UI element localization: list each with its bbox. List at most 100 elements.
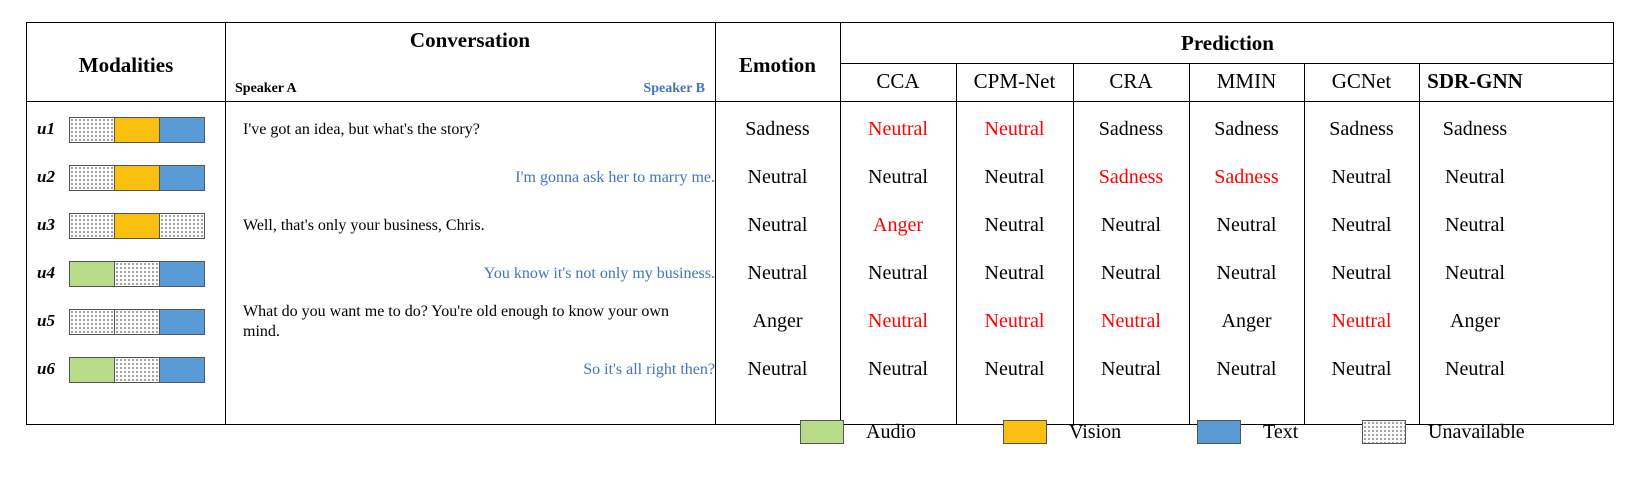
prediction-cell: Neutral <box>984 118 1045 140</box>
column-divider <box>1073 63 1074 424</box>
utterance-id: u5 <box>37 311 55 330</box>
prediction-cell: Neutral <box>1101 262 1161 284</box>
utterance-text: So it's all right then? <box>583 361 715 378</box>
figure-table: Modalities Conversation Speaker A Speake… <box>26 22 1614 425</box>
column-divider <box>225 23 226 424</box>
column-divider <box>1189 63 1190 424</box>
method-header-sdr-gnn: SDR-GNN <box>1427 69 1523 93</box>
text-segment <box>160 118 204 142</box>
prediction-cell: Neutral <box>1445 358 1505 380</box>
prediction-cell: Sadness <box>1098 118 1164 140</box>
method-header-cpm-net: CPM-Net <box>973 69 1056 93</box>
prediction-cell: Neutral <box>1445 262 1505 284</box>
text-segment <box>160 166 204 190</box>
prediction-cell: Neutral <box>1331 262 1392 284</box>
emotion-cell: Neutral <box>747 166 808 188</box>
text-legend-label: Text <box>1263 421 1299 443</box>
utterance-id: u1 <box>37 119 55 138</box>
utterance-text: Well, that's only your business, Chris. <box>243 217 485 234</box>
prediction-cell: Neutral <box>1331 310 1392 332</box>
unavailable-segment <box>70 118 115 142</box>
method-header-cca: CCA <box>876 69 920 93</box>
prediction-cell: Neutral <box>1101 358 1161 380</box>
emotion-cell: Neutral <box>747 262 808 284</box>
prediction-cell: Neutral <box>868 118 928 140</box>
prediction-cell: Neutral <box>1216 214 1277 236</box>
prediction-cell: Neutral <box>1331 166 1392 188</box>
prediction-cell: Neutral <box>1331 358 1392 380</box>
unavailable-segment <box>70 310 115 334</box>
prediction-cell: Sadness <box>1442 118 1508 140</box>
prediction-cell: Neutral <box>984 214 1045 236</box>
modality-bar <box>69 213 205 239</box>
prediction-cell: Neutral <box>1216 262 1277 284</box>
emotion-cell: Neutral <box>747 358 808 380</box>
unavailable-segment <box>70 166 115 190</box>
utterance-text: What do you want me to do? You're old en… <box>243 303 669 340</box>
vision-legend-label: Vision <box>1069 421 1122 443</box>
prediction-cell: Neutral <box>868 310 928 332</box>
vision-legend-swatch <box>1003 420 1047 444</box>
column-divider <box>1419 63 1420 424</box>
unavailable-segment <box>115 358 160 382</box>
prediction-cell: Neutral <box>1216 358 1277 380</box>
prediction-cell: Sadness <box>1214 118 1279 140</box>
unavailable-segment <box>115 310 160 334</box>
vision-segment <box>115 118 160 142</box>
column-divider <box>840 23 841 424</box>
text-segment <box>160 262 204 286</box>
modality-bar <box>69 309 205 335</box>
text-segment <box>160 310 204 334</box>
modalities-header: Modalities <box>78 53 174 77</box>
header-divider <box>27 101 1613 102</box>
method-header-cra: CRA <box>1109 69 1153 93</box>
modality-bar <box>69 357 205 383</box>
prediction-cell: Sadness <box>1329 118 1394 140</box>
prediction-cell: Neutral <box>868 262 928 284</box>
prediction-cell: Neutral <box>868 166 928 188</box>
utterance-id: u6 <box>37 359 55 378</box>
utterance-id: u3 <box>37 215 55 234</box>
emotion-cell: Sadness <box>745 118 810 140</box>
conversation-header: Conversation <box>409 28 531 52</box>
prediction-cell: Neutral <box>1331 214 1392 236</box>
column-divider <box>956 63 957 424</box>
emotion-cell: Anger <box>752 310 803 332</box>
prediction-cell: Neutral <box>1101 310 1161 332</box>
speaker-b-label: Speaker B <box>643 81 705 96</box>
speaker-a-label: Speaker A <box>235 81 297 96</box>
vision-segment <box>115 166 160 190</box>
text-segment <box>160 358 204 382</box>
prediction-cell: Neutral <box>984 166 1045 188</box>
audio-legend-label: Audio <box>866 421 916 443</box>
audio-segment <box>70 358 115 382</box>
prediction-cell: Anger <box>1450 310 1500 332</box>
unavailable-legend-swatch <box>1362 420 1406 444</box>
prediction-cell: Anger <box>1221 310 1272 332</box>
utterance-text: You know it's not only my business. <box>483 265 715 282</box>
prediction-cell: Neutral <box>984 358 1045 380</box>
column-divider <box>1304 63 1305 424</box>
prediction-cell: Neutral <box>868 358 928 380</box>
text-legend-swatch <box>1197 420 1241 444</box>
modality-bar <box>69 165 205 191</box>
modality-bar <box>69 117 205 143</box>
prediction-cell: Neutral <box>1445 214 1505 236</box>
prediction-cell: Neutral <box>1445 166 1505 188</box>
emotion-cell: Neutral <box>747 214 808 236</box>
header-divider <box>840 63 1613 64</box>
prediction-cell: Neutral <box>984 262 1045 284</box>
utterance-id: u4 <box>37 263 55 282</box>
utterance-id: u2 <box>37 167 55 186</box>
unavailable-segment <box>160 214 204 238</box>
audio-legend-swatch <box>800 420 844 444</box>
unavailable-segment <box>70 214 115 238</box>
unavailable-segment <box>115 262 160 286</box>
modality-bar <box>69 261 205 287</box>
utterance-text: I've got an idea, but what's the story? <box>243 121 480 138</box>
vision-segment <box>115 214 160 238</box>
prediction-cell: Anger <box>873 214 923 236</box>
method-header-mmin: MMIN <box>1216 69 1277 93</box>
emotion-header: Emotion <box>738 53 816 77</box>
prediction-cell: Neutral <box>984 310 1045 332</box>
